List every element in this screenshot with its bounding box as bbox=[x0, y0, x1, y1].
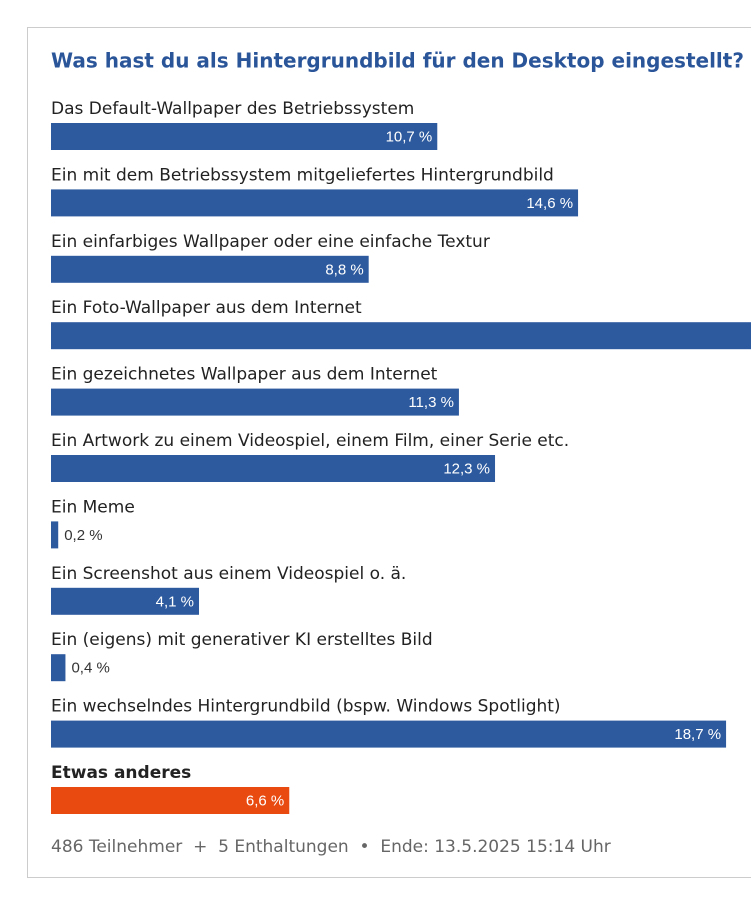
bar bbox=[51, 123, 438, 150]
bar bbox=[51, 255, 369, 283]
value-label: 11,3 % bbox=[408, 394, 454, 411]
value-label: 18,7 % bbox=[674, 726, 721, 743]
bar bbox=[51, 322, 751, 350]
bar bbox=[51, 189, 579, 217]
category-label: Etwas anderes bbox=[51, 763, 191, 783]
value-label: 6,6 % bbox=[246, 792, 284, 809]
bar bbox=[51, 521, 59, 549]
category-label: Ein Foto-Wallpaper aus dem Internet bbox=[51, 298, 362, 318]
value-label: 8,8 % bbox=[325, 261, 363, 278]
category-label: Das Default-Wallpaper des Betriebssystem bbox=[51, 99, 414, 119]
category-label: Ein einfarbiges Wallpaper oder eine einf… bbox=[51, 232, 490, 252]
category-label: Ein Meme bbox=[51, 497, 135, 517]
bar bbox=[51, 654, 66, 682]
footer: 486 Teilnehmer + 5 Enthaltungen • Ende: … bbox=[51, 837, 611, 857]
category-label: Ein gezeichnetes Wallpaper aus dem Inter… bbox=[51, 365, 438, 385]
category-label: Ein (eigens) mit generativer KI erstellt… bbox=[51, 630, 433, 650]
value-label: 12,3 % bbox=[443, 460, 490, 477]
value-label: 0,4 % bbox=[71, 660, 109, 677]
category-label: Ein mit dem Betriebssystem mitgelieferte… bbox=[51, 165, 554, 185]
chart-title: Was hast du als Hintergrundbild für den … bbox=[51, 49, 744, 73]
category-label: Ein Screenshot aus einem Videospiel o. ä… bbox=[51, 564, 406, 584]
value-label: 10,7 % bbox=[386, 128, 433, 145]
value-label: 4,1 % bbox=[156, 593, 194, 610]
value-label: 14,6 % bbox=[526, 195, 573, 212]
bar bbox=[51, 587, 200, 615]
bar bbox=[51, 787, 290, 814]
card bbox=[27, 27, 751, 878]
value-label: 0,2 % bbox=[64, 527, 102, 544]
bar bbox=[51, 720, 727, 748]
category-label: Ein wechselndes Hintergrundbild (bspw. W… bbox=[51, 697, 561, 717]
category-label: Ein Artwork zu einem Videospiel, einem F… bbox=[51, 431, 569, 451]
bar bbox=[51, 388, 459, 416]
bar bbox=[51, 455, 496, 482]
